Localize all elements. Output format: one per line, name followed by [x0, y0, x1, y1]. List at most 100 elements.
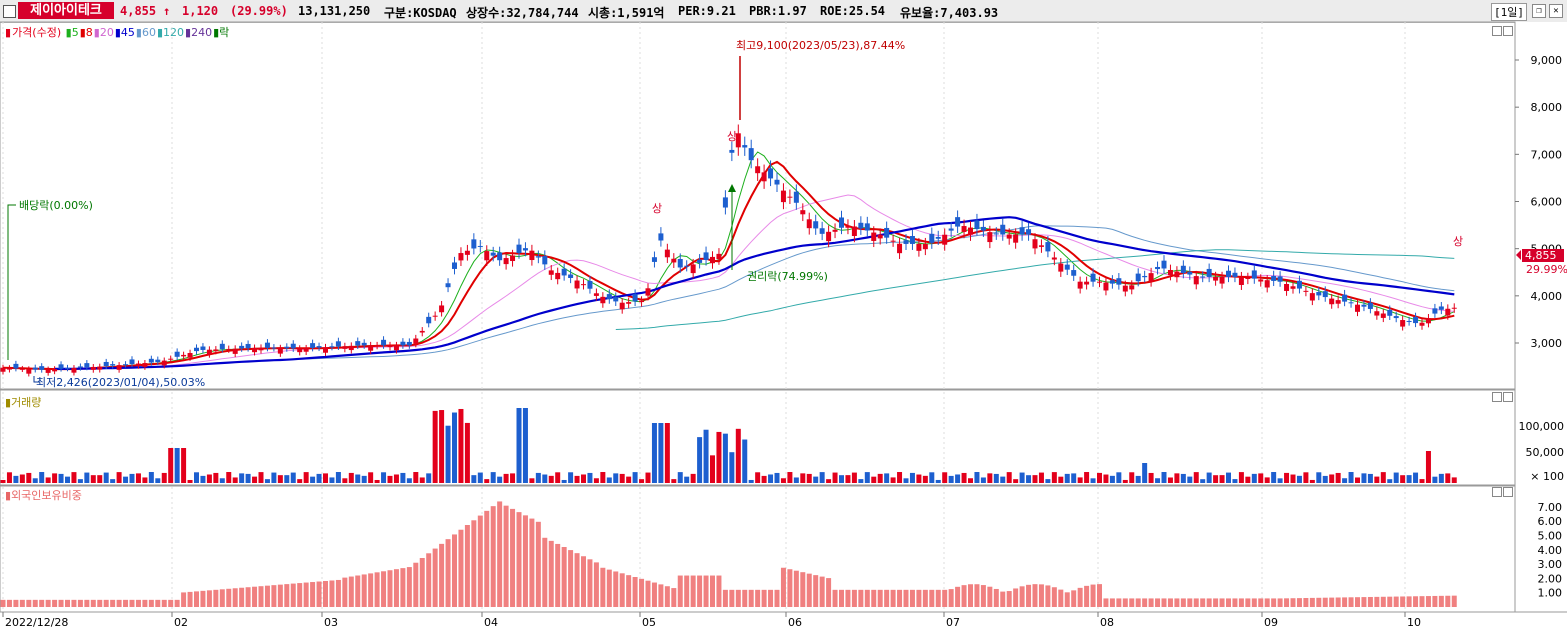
- candle-body: [922, 243, 928, 250]
- foreign-bar: [368, 573, 374, 607]
- foreign-bar: [1419, 596, 1425, 607]
- candle-body: [297, 348, 303, 353]
- volume-bar: [97, 475, 103, 483]
- foreign-bar: [968, 584, 973, 607]
- price-axis-label: 3,000: [1531, 337, 1563, 350]
- foreign-bar: [819, 576, 825, 607]
- volume-bar: [213, 472, 219, 483]
- candle-body: [1058, 263, 1064, 272]
- candle-body: [252, 347, 258, 353]
- foreign-bar: [439, 543, 445, 607]
- foreign-bar: [13, 599, 19, 607]
- volume-bar: [961, 472, 967, 483]
- foreign-bar: [503, 505, 509, 607]
- foreign-bar: [639, 578, 645, 607]
- volume-bar: [761, 475, 767, 483]
- foreign-bar: [787, 569, 793, 607]
- candle-body: [1296, 280, 1302, 289]
- volume-panel: [0, 389, 1516, 486]
- foreign-bar: [729, 589, 735, 607]
- candle-body: [19, 368, 25, 370]
- foreign-bar: [1387, 596, 1393, 607]
- foreign-bar: [1000, 591, 1006, 607]
- volume-bar: [65, 476, 70, 483]
- close-icon[interactable]: ✕: [1549, 4, 1563, 18]
- stock-header: 제이아이테크 4,855 ↑ 1,120 (29.99%) 13,131,250…: [0, 0, 1567, 23]
- volume-bar: [71, 472, 77, 483]
- candle-body: [987, 232, 993, 243]
- foreign-bar: [929, 589, 935, 607]
- candle-body: [1238, 277, 1244, 285]
- candle-body: [1438, 306, 1444, 310]
- volume-bar: [303, 472, 309, 483]
- volume-bar: [935, 479, 941, 483]
- foreign-bar: [290, 583, 296, 607]
- candle-body: [148, 358, 154, 363]
- candle-body: [71, 368, 77, 373]
- volume-bar: [477, 472, 483, 483]
- candle-body: [477, 245, 483, 247]
- volume-bar: [568, 472, 574, 483]
- candle-body: [561, 268, 567, 276]
- foreign-bar: [1019, 586, 1025, 607]
- foreign-bar: [600, 567, 606, 607]
- candle-body: [1019, 227, 1025, 235]
- volume-bar: [922, 475, 928, 483]
- volume-bar: [619, 473, 625, 483]
- panel-minimize-icon[interactable]: [1492, 26, 1502, 36]
- volume-bar: [845, 475, 851, 483]
- volume-bar: [1277, 478, 1283, 483]
- restore-icon[interactable]: ❐: [1532, 4, 1546, 18]
- foreign-bar: [1290, 598, 1296, 607]
- panel-close-icon[interactable]: [1503, 26, 1513, 36]
- select-checkbox[interactable]: [3, 5, 16, 18]
- foreign-axis-label: 4.00: [1538, 544, 1563, 557]
- candle-body: [381, 339, 387, 346]
- panel-minimize-icon[interactable]: [1492, 392, 1502, 402]
- volume-bar: [1135, 475, 1141, 483]
- volume-bar: [1213, 475, 1219, 483]
- panel-close-icon[interactable]: [1503, 487, 1513, 497]
- foreign-bar: [858, 589, 864, 607]
- period-selector[interactable]: [1일]: [1491, 3, 1527, 21]
- volume-bar: [1155, 478, 1161, 483]
- volume-bar: [884, 473, 890, 483]
- panel-close-icon[interactable]: [1503, 392, 1513, 402]
- candle-body: [1219, 276, 1225, 284]
- volume-bar: [1342, 478, 1348, 483]
- foreign-bar: [916, 589, 922, 607]
- candle-body: [200, 346, 206, 350]
- foreign-bar: [374, 572, 380, 607]
- foreign-bar: [123, 599, 129, 607]
- foreign-bar: [774, 589, 780, 607]
- volume-bar: [735, 428, 741, 483]
- candle-body: [600, 296, 606, 304]
- volume-bar: [52, 473, 58, 483]
- candle-body: [1367, 302, 1373, 309]
- volume-bar: [419, 477, 425, 483]
- volume-bar: [432, 410, 438, 483]
- foreign-bar: [1064, 592, 1070, 607]
- foreign-bar: [110, 599, 116, 607]
- volume-bar: [1006, 472, 1012, 483]
- stock-name-box[interactable]: 제이아이테크: [18, 2, 114, 19]
- foreign-bar: [948, 589, 954, 607]
- foreign-bar: [58, 599, 64, 607]
- volume-bar: [1122, 479, 1128, 483]
- candle-body: [400, 341, 406, 346]
- foreign-bar: [65, 599, 70, 607]
- foreign-bar: [529, 518, 535, 607]
- foreign-bar: [1193, 598, 1199, 607]
- volume-bar: [774, 472, 780, 483]
- foreign-bar: [1174, 598, 1180, 607]
- foreign-bar: [535, 521, 541, 607]
- volume-bar: [245, 473, 251, 483]
- foreign-bar: [135, 599, 141, 607]
- foreign-bar: [574, 553, 580, 607]
- foreign-axis-label: 7.00: [1538, 501, 1563, 514]
- panel-minimize-icon[interactable]: [1492, 487, 1502, 497]
- foreign-bar: [664, 586, 670, 607]
- volume-bar: [1148, 472, 1154, 483]
- candle-body: [1045, 242, 1051, 252]
